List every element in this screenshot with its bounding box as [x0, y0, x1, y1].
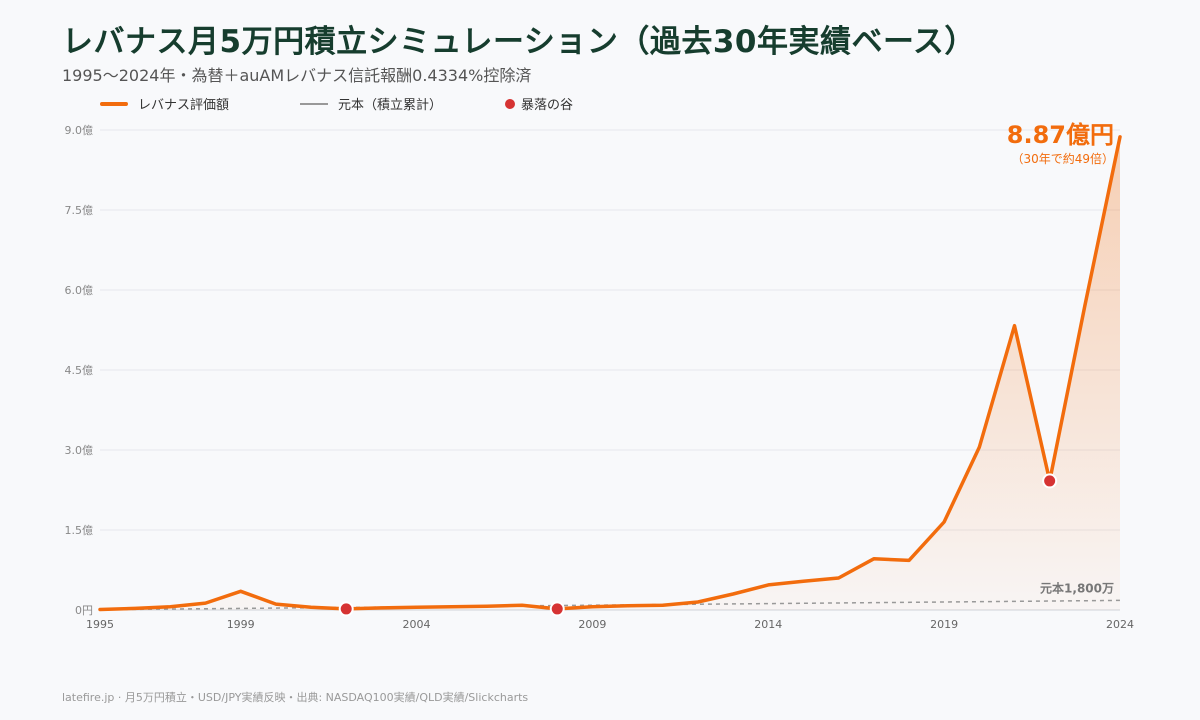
legend-swatch-crash: [505, 98, 515, 109]
annotations: 8.87億円 （30年で約49倍） 元本1,800万: [1007, 121, 1114, 595]
final-note-label: （30年で約49倍）: [1011, 151, 1114, 166]
crash-point: [1042, 473, 1058, 489]
x-tick-label: 2014: [754, 618, 782, 631]
plot-area: [98, 135, 1122, 617]
principal-label: 元本1,800万: [1040, 580, 1114, 595]
legend-item-valuation: レバナス評価額: [100, 94, 229, 113]
y-tick-label: 1.5億: [65, 524, 94, 537]
crash-point: [338, 601, 354, 617]
footer-source: latefire.jp · 月5万円積立・USD/JPY実績反映・出典: NAS…: [62, 691, 529, 704]
y-tick-label: 3.0億: [65, 444, 94, 457]
valuation-line: [98, 135, 1122, 612]
legend-label-crash: 暴落の谷: [521, 98, 574, 113]
y-tick-label: 9.0億: [65, 124, 94, 137]
x-axis: 1995 1999 2004 2009 2014 2019 2024: [86, 618, 1134, 631]
y-axis: 0円 1.5億 3.0億 4.5億 6.0億 7.5億 9.0億: [65, 124, 94, 617]
legend-label-principal: 元本（積立累計）: [338, 98, 443, 113]
y-tick-label: 4.5億: [65, 364, 94, 377]
x-tick-label: 2004: [403, 618, 431, 631]
legend-item-crash: 暴落の谷: [505, 94, 573, 113]
y-tick-label: 0円: [75, 604, 93, 617]
x-tick-label: 1995: [86, 618, 114, 631]
y-tick-label: 7.5億: [65, 204, 94, 217]
legend-item-principal: 元本（積立累計）: [300, 94, 442, 113]
crash-point: [549, 601, 565, 617]
x-tick-label: 2019: [930, 618, 958, 631]
chart-title: レバナス月5万円積立シミュレーション（過去30年実績ベース）: [62, 24, 976, 60]
valuation-area: [100, 136, 1120, 610]
legend-swatch-valuation: [100, 101, 128, 106]
y-tick-label: 6.0億: [65, 284, 94, 297]
final-value-label: 8.87億円: [1007, 121, 1114, 149]
legend-label-valuation: レバナス評価額: [138, 98, 230, 113]
chart-subtitle: 1995〜2024年・為替＋auAMレバナス信託報酬0.4334%控除済: [62, 66, 532, 85]
principal-line: [99, 599, 1121, 611]
x-tick-label: 1999: [227, 618, 255, 631]
legend-swatch-principal: [300, 102, 328, 105]
x-tick-label: 2009: [578, 618, 606, 631]
x-tick-label: 2024: [1106, 618, 1134, 631]
